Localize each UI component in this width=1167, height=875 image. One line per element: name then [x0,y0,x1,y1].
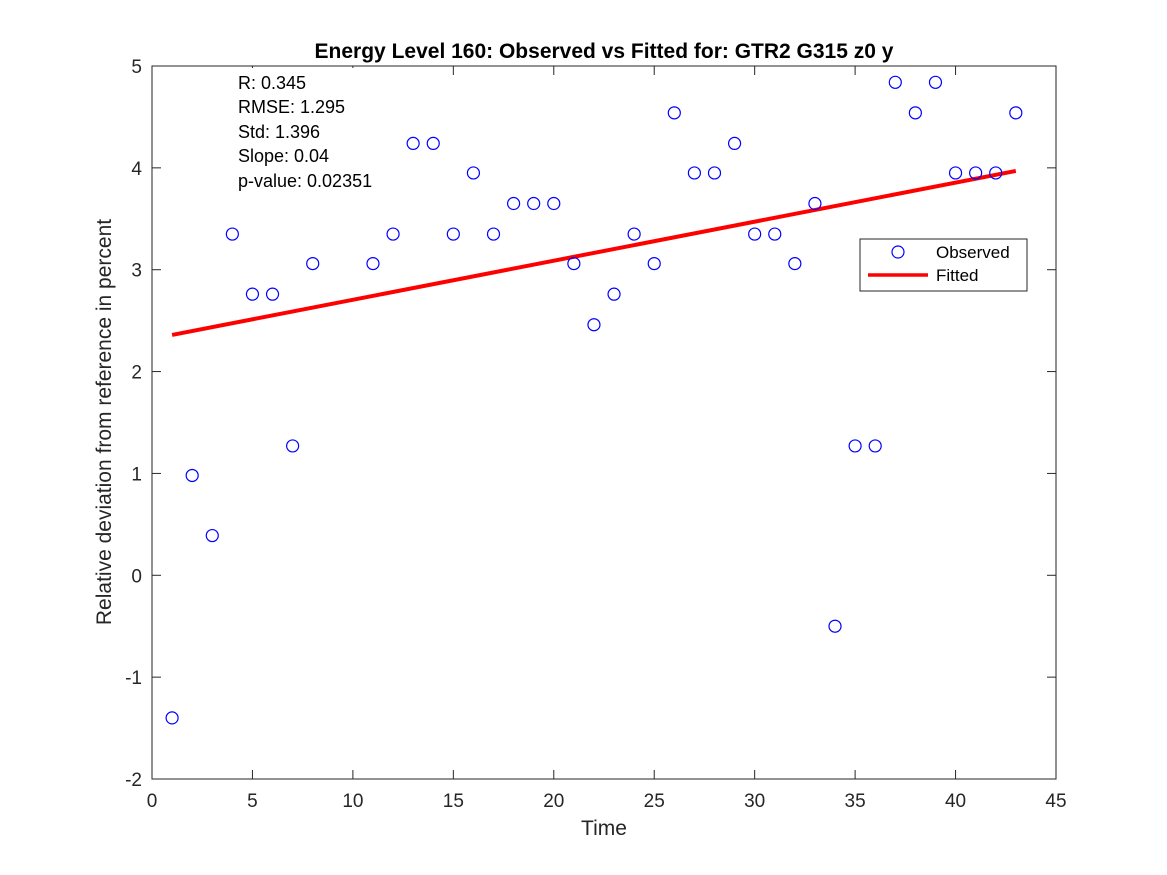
observed-point [667,106,681,120]
x-tick-label: 40 [945,791,966,812]
legend-observed-label: Observed [936,243,1010,262]
observed-point [768,227,782,241]
stats-annotation: R: 0.345 RMSE: 1.295 Std: 1.396 Slope: 0… [233,68,403,196]
observed-point [567,257,581,271]
fitted-series [171,168,1017,337]
observed-point [647,257,661,271]
legend-box [859,238,1028,292]
y-tick-label: -2 [125,770,142,791]
observed-point [788,257,802,271]
observed-point [446,227,460,241]
observed-point [748,227,762,241]
observed-point [225,227,239,241]
legend-fitted-label: Fitted [936,266,979,285]
observed-point [366,257,380,271]
x-tick-label: 45 [1045,791,1066,812]
observed-point [165,711,179,725]
observed-point [969,166,983,180]
stat-rmse: RMSE: 1.295 [238,97,345,117]
y-tick-label: 0 [131,566,142,587]
x-tick-label: 25 [644,791,665,812]
observed-point [245,287,260,301]
observed-point [205,528,219,543]
observed-point [265,287,280,301]
observed-point [948,166,963,180]
observed-point [868,439,882,453]
observed-point [828,619,842,633]
observed-point [306,257,320,271]
y-axis: -2 -1 0 1 2 3 4 5 [125,57,1056,791]
y-tick-label: 5 [131,57,142,78]
fitted-line [171,168,1017,337]
stat-std: Std: 1.396 [238,122,320,142]
observed-point [547,196,561,211]
legend: Observed Fitted [859,238,1028,292]
observed-point [286,439,300,453]
chart-title: Energy Level 160: Observed vs Fitted for… [315,40,894,63]
stat-p-value: p-value: 0.02351 [238,171,372,191]
y-tick-label: 4 [131,159,142,180]
x-tick-label: 20 [543,791,564,812]
observed-point [928,75,943,89]
observed-point [426,136,440,151]
observed-point [1009,106,1023,120]
stats-background [233,68,403,196]
observed-series [165,75,1023,725]
stat-r: R: 0.345 [238,73,306,93]
observed-point [989,166,1003,180]
observed-point [466,166,481,180]
observed-point [185,468,199,483]
observed-point [627,227,641,241]
axes-box [151,65,1057,780]
observed-point [888,75,902,89]
observed-point [486,227,501,241]
axes-frame [151,65,1057,780]
observed-point [527,196,541,211]
x-tick-label: 15 [443,791,464,812]
x-tick-label: 10 [342,791,363,812]
y-tick-label: 2 [131,363,142,384]
y-axis-title: Relative deviation from reference in per… [93,219,116,625]
x-tick-label: 35 [845,791,866,812]
observed-point [707,166,722,180]
observed-point [848,439,862,453]
y-tick-label: -1 [125,668,142,689]
legend-observed-marker-icon [891,245,905,259]
observed-point [386,227,400,241]
observed-point [587,318,601,332]
y-tick-label: 1 [131,464,142,485]
observed-point [808,196,822,211]
x-axis-title: Time [581,817,627,840]
observed-point [506,196,521,211]
x-axis: 0 5 10 15 20 25 30 35 40 45 [147,66,1067,812]
observed-point [687,166,702,180]
x-tick-label: 0 [147,791,158,812]
observed-point [727,136,742,151]
x-tick-label: 30 [744,791,765,812]
y-tick-label: 3 [131,261,142,282]
observed-point [406,136,420,151]
x-tick-label: 5 [247,791,258,812]
observed-point [607,287,621,301]
observed-point [908,106,922,120]
stat-slope: Slope: 0.04 [238,146,329,166]
